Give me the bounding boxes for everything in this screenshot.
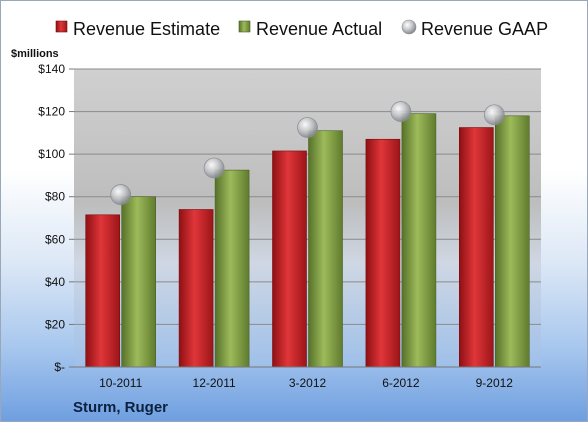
- legend-label-estimate: Revenue Estimate: [73, 19, 220, 39]
- marker-revenue-gaap: [390, 101, 412, 122]
- bar-revenue-estimate: [365, 138, 401, 368]
- bar-revenue-estimate: [458, 127, 494, 368]
- y-tick-label: $120: [38, 105, 65, 119]
- company-name: Sturm, Ruger: [73, 399, 169, 416]
- marker-revenue-gaap: [203, 157, 225, 179]
- legend: Revenue Estimate Revenue Actual Revenue …: [55, 19, 548, 39]
- legend-item-gaap: Revenue GAAP: [401, 19, 548, 39]
- legend-item-actual: Revenue Actual: [238, 19, 382, 39]
- y-tick-label: $20: [45, 317, 65, 331]
- x-axis-ticks: 10-2011 12-2011 3-2012 6-2012 9-2012: [99, 376, 513, 390]
- bar-revenue-actual: [308, 130, 343, 368]
- marker-revenue-gaap: [483, 104, 505, 126]
- legend-label-gaap: Revenue GAAP: [421, 19, 548, 39]
- bar-revenue-estimate: [178, 209, 214, 368]
- marker-revenue-gaap: [110, 184, 132, 205]
- bar-revenue-estimate: [85, 214, 120, 368]
- x-tick-label: 6-2012: [382, 376, 420, 390]
- y-axis-ticks: $- $20 $40 $60 $80 $100 $120 $140: [38, 62, 65, 374]
- gaap-markers: [110, 101, 505, 205]
- marker-revenue-gaap: [297, 117, 318, 138]
- legend-label-actual: Revenue Actual: [256, 19, 382, 39]
- y-tick-label: $40: [45, 275, 65, 289]
- bar-revenue-actual: [401, 113, 437, 368]
- bar-revenue-estimate: [272, 150, 307, 368]
- y-tick-label: $-: [54, 360, 65, 374]
- bar-revenue-actual: [121, 196, 156, 368]
- bars: [85, 113, 530, 368]
- y-tick-label: $80: [45, 190, 65, 204]
- x-tick-label: 10-2011: [99, 376, 142, 390]
- y-tick-label: $140: [38, 62, 65, 76]
- x-tick-label: 12-2011: [193, 376, 236, 390]
- x-tick-label: 3-2012: [289, 376, 327, 390]
- y-axis-unit-label: $millions: [11, 48, 59, 60]
- y-tick-label: $60: [45, 232, 65, 246]
- y-tick-label: $100: [38, 147, 65, 161]
- x-tick-label: 9-2012: [476, 376, 514, 390]
- legend-item-estimate: Revenue Estimate: [55, 19, 220, 39]
- bar-revenue-actual: [494, 115, 530, 368]
- bar-revenue-actual: [214, 169, 250, 368]
